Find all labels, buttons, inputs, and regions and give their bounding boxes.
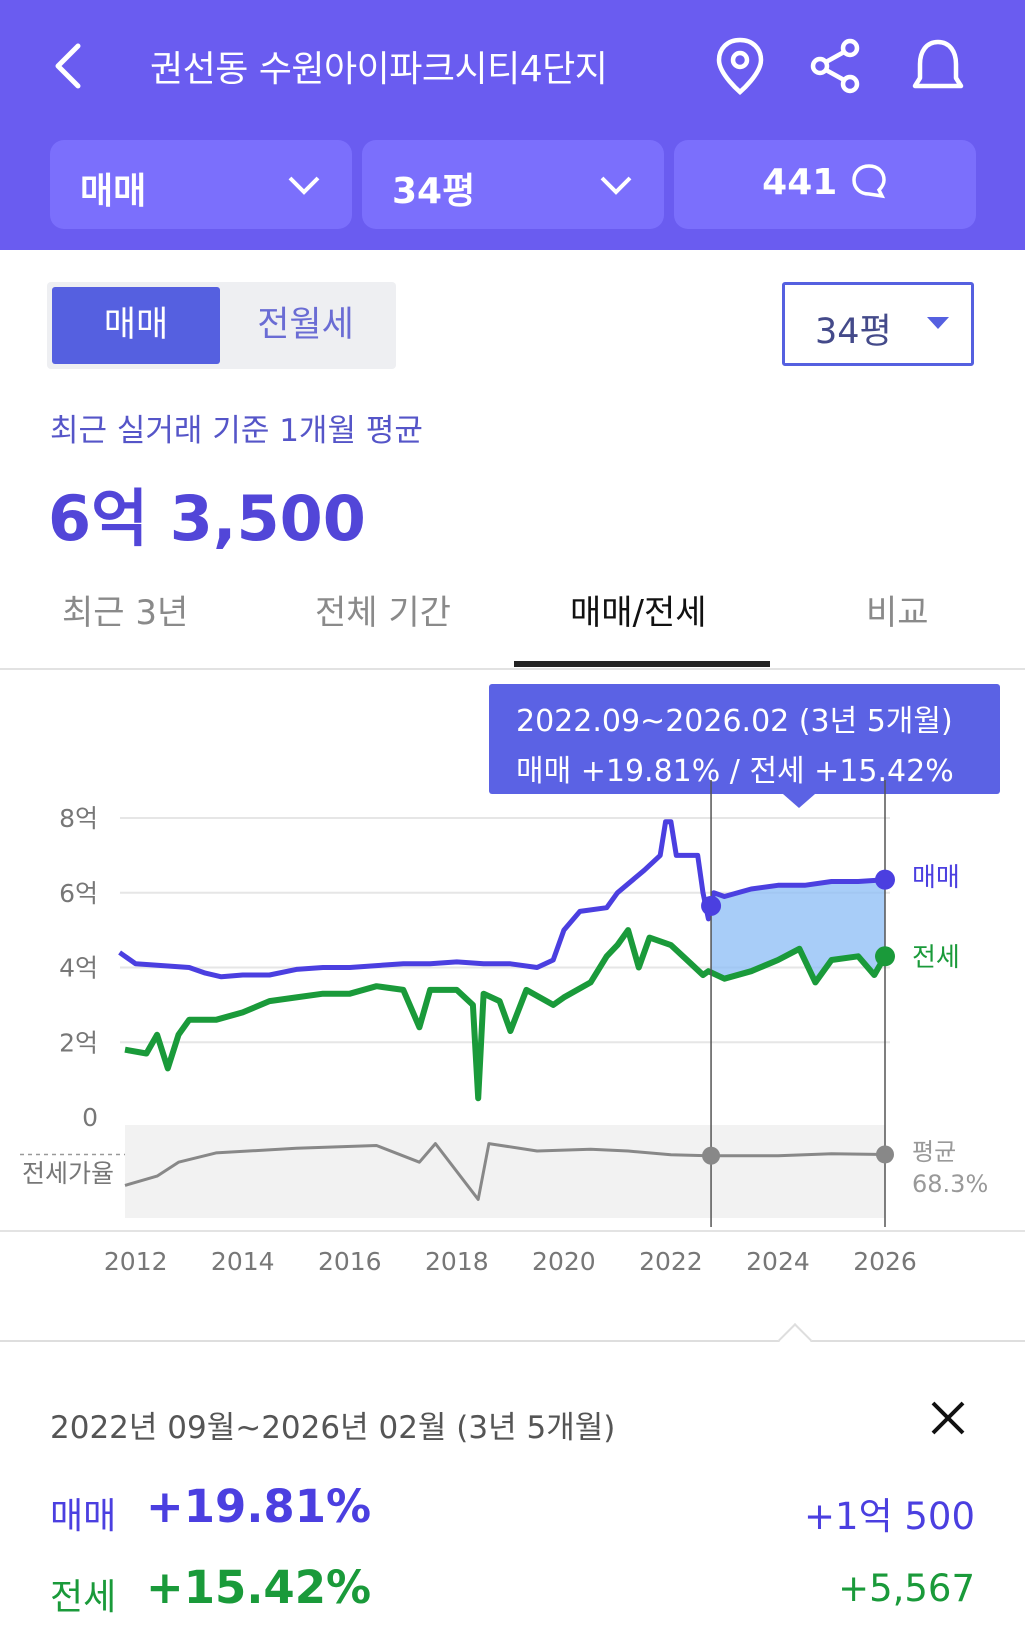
jeonse-row-amount: +5,567	[838, 1567, 975, 1610]
segment-rent[interactable]: 전월세	[257, 305, 354, 345]
chevron-down-icon	[288, 176, 320, 195]
tab-all-period[interactable]: 전체 기간	[315, 593, 451, 633]
comments-count: 441	[762, 162, 838, 203]
area-size-label: 34평	[392, 171, 476, 212]
trade-type-dropdown[interactable]: 매매	[50, 140, 352, 229]
comment-icon	[852, 164, 886, 199]
jeonse-end-point	[875, 946, 895, 967]
tab-compare[interactable]: 비교	[866, 593, 929, 633]
trade-segment-toggle: 매매 전월세	[47, 282, 396, 369]
ratio-strip	[125, 1125, 885, 1218]
bell-icon[interactable]	[908, 34, 968, 98]
ratio-avg-label: 평균	[912, 1138, 956, 1166]
back-icon[interactable]	[46, 38, 96, 94]
x-tick-label: 2012	[104, 1247, 168, 1276]
sale-row-label: 매매	[50, 1496, 117, 1537]
y-tick-label: 8억	[59, 804, 98, 833]
comments-label: 441	[674, 162, 976, 203]
x-tick-label: 2014	[211, 1247, 275, 1276]
chevron-down-icon	[600, 176, 632, 195]
average-price: 6억 3,500	[48, 482, 366, 555]
detail-caret	[778, 1323, 812, 1357]
y-tick-label: 0	[82, 1103, 98, 1132]
sale-series-line	[118, 819, 886, 980]
y-tick-label: 6억	[59, 879, 98, 908]
sale-start-point	[701, 895, 722, 916]
ratio-start-point	[702, 1146, 721, 1165]
tooltip-arrow	[783, 794, 815, 808]
x-tick-label: 2024	[746, 1247, 810, 1276]
detail-period: 2022년 09월~2026년 02월 (3년 5개월)	[50, 1410, 616, 1446]
size-select[interactable]: 34평	[782, 282, 974, 366]
share-icon[interactable]	[806, 34, 866, 98]
jeonse-series-line	[124, 927, 888, 1102]
ratio-axis-label: 전세가율	[22, 1159, 114, 1188]
sale-row-pct: +19.81%	[146, 1480, 372, 1533]
page-title: 권선동 수원아이파크시티4단지	[150, 49, 608, 90]
app-header: 권선동 수원아이파크시티4단지 매매 34평 441	[0, 0, 1025, 250]
location-pin-icon[interactable]	[710, 34, 770, 98]
y-tick-label: 2억	[59, 1028, 98, 1057]
x-tick-label: 2020	[532, 1247, 596, 1276]
price-chart[interactable]: 0 2억 4억 6억 8억 2012 2014 2016 2018 2020 2022 2024 20…	[0, 780, 1025, 1300]
close-icon[interactable]	[928, 1398, 968, 1438]
jeonse-row-pct: +15.42%	[146, 1561, 372, 1614]
trade-type-label: 매매	[80, 171, 147, 212]
segment-sale[interactable]: 매매	[52, 287, 220, 364]
caret-down-icon	[927, 317, 949, 329]
price-basis-subtitle: 최근 실거래 기준 1개월 평균	[50, 413, 423, 449]
area-size-dropdown[interactable]: 34평	[362, 140, 664, 229]
sale-row-amount: +1억 500	[804, 1495, 975, 1538]
tab-recent-3y[interactable]: 최근 3년	[62, 593, 189, 633]
ratio-end-point	[876, 1145, 894, 1164]
sale-end-label: 매매	[912, 863, 960, 893]
ratio-avg-value: 68.3%	[912, 1170, 988, 1198]
tooltip-change: 매매 +19.81% / 전세 +15.42%	[516, 754, 954, 789]
range-tooltip: 2022.09~2026.02 (3년 5개월) 매매 +19.81% / 전세…	[489, 684, 1000, 808]
jeonse-end-label: 전세	[912, 943, 960, 973]
x-tick-label: 2018	[425, 1247, 489, 1276]
y-tick-label: 4억	[59, 954, 98, 983]
x-tick-label: 2026	[853, 1247, 917, 1276]
tooltip-range: 2022.09~2026.02 (3년 5개월)	[516, 704, 953, 739]
x-tick-label: 2016	[318, 1247, 382, 1276]
x-tick-label: 2022	[639, 1247, 703, 1276]
comments-button[interactable]: 441	[674, 140, 976, 229]
tab-sale-jeonse[interactable]: 매매/전세	[570, 593, 707, 633]
sale-end-point	[875, 869, 895, 890]
size-select-value: 34평	[815, 312, 892, 352]
detail-divider	[0, 1340, 1025, 1342]
jeonse-row-label: 전세	[50, 1577, 117, 1618]
active-tab-indicator	[514, 661, 770, 667]
tab-divider	[0, 668, 1025, 670]
